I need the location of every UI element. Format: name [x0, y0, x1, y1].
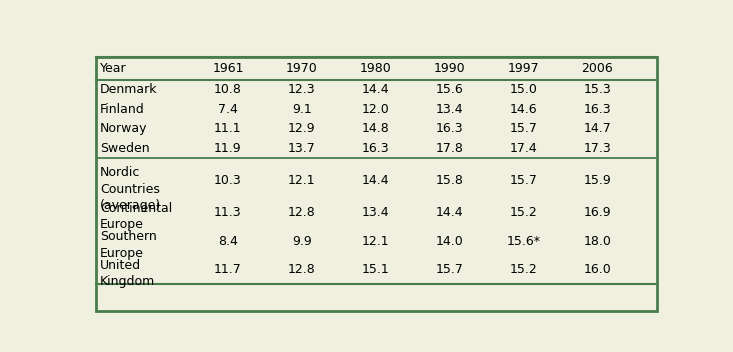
Text: 1970: 1970: [286, 62, 317, 75]
Text: 9.1: 9.1: [292, 103, 312, 116]
Text: 10.8: 10.8: [214, 83, 242, 96]
Text: 15.8: 15.8: [435, 174, 463, 187]
Text: 12.1: 12.1: [288, 174, 316, 187]
Text: 1990: 1990: [434, 62, 465, 75]
Text: 14.6: 14.6: [509, 103, 537, 116]
Text: 14.7: 14.7: [583, 122, 611, 136]
Text: 1961: 1961: [213, 62, 243, 75]
Text: 7.4: 7.4: [218, 103, 238, 116]
Text: 17.4: 17.4: [509, 142, 537, 155]
Text: United
Kingdom: United Kingdom: [100, 258, 155, 288]
Text: 15.6*: 15.6*: [507, 234, 540, 247]
Text: 16.9: 16.9: [583, 206, 611, 219]
Text: Southern
Europe: Southern Europe: [100, 230, 157, 259]
Text: 16.3: 16.3: [362, 142, 389, 155]
Text: 16.0: 16.0: [583, 263, 611, 276]
Text: 16.3: 16.3: [583, 103, 611, 116]
Text: Finland: Finland: [100, 103, 145, 116]
Text: 13.7: 13.7: [288, 142, 316, 155]
Text: 14.4: 14.4: [362, 174, 389, 187]
Text: Sweden: Sweden: [100, 142, 150, 155]
Text: 15.2: 15.2: [509, 206, 537, 219]
Text: 11.7: 11.7: [214, 263, 242, 276]
Text: 14.4: 14.4: [435, 206, 463, 219]
Text: 15.3: 15.3: [583, 83, 611, 96]
Text: Nordic
Countries
(average): Nordic Countries (average): [100, 166, 161, 212]
Text: Continental
Europe: Continental Europe: [100, 202, 172, 231]
Text: 14.4: 14.4: [362, 83, 389, 96]
Text: 8.4: 8.4: [218, 234, 238, 247]
Text: 12.3: 12.3: [288, 83, 316, 96]
Text: Year: Year: [100, 62, 127, 75]
Text: 14.0: 14.0: [435, 234, 463, 247]
Text: 11.1: 11.1: [214, 122, 242, 136]
Text: 15.0: 15.0: [509, 83, 537, 96]
Text: 2006: 2006: [581, 62, 613, 75]
Text: 12.8: 12.8: [288, 206, 316, 219]
Text: 15.6: 15.6: [435, 83, 463, 96]
Text: 10.3: 10.3: [214, 174, 242, 187]
Text: 9.9: 9.9: [292, 234, 312, 247]
Text: 11.3: 11.3: [214, 206, 242, 219]
Text: Norway: Norway: [100, 122, 147, 136]
Text: 13.4: 13.4: [362, 206, 389, 219]
Text: 15.7: 15.7: [435, 263, 463, 276]
Text: 15.2: 15.2: [509, 263, 537, 276]
Text: Denmark: Denmark: [100, 83, 158, 96]
Text: 17.3: 17.3: [583, 142, 611, 155]
Text: 14.8: 14.8: [362, 122, 389, 136]
Text: 1997: 1997: [507, 62, 539, 75]
Text: 12.0: 12.0: [362, 103, 389, 116]
Text: 13.4: 13.4: [435, 103, 463, 116]
Text: 17.8: 17.8: [435, 142, 463, 155]
Text: 1980: 1980: [360, 62, 391, 75]
Text: 15.9: 15.9: [583, 174, 611, 187]
Text: 15.7: 15.7: [509, 122, 537, 136]
Text: 15.1: 15.1: [362, 263, 389, 276]
Text: 18.0: 18.0: [583, 234, 611, 247]
Text: 15.7: 15.7: [509, 174, 537, 187]
Text: 12.9: 12.9: [288, 122, 316, 136]
Text: 12.8: 12.8: [288, 263, 316, 276]
Text: 16.3: 16.3: [435, 122, 463, 136]
Text: 11.9: 11.9: [214, 142, 242, 155]
Text: 12.1: 12.1: [362, 234, 389, 247]
